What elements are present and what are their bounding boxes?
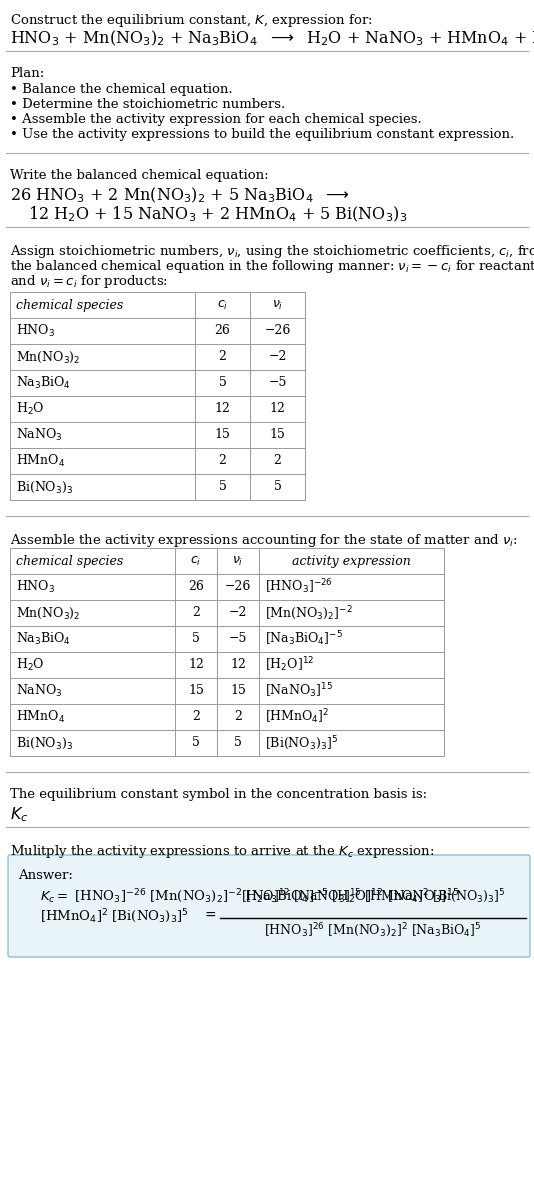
Text: 2: 2 bbox=[218, 455, 226, 468]
Text: Answer:: Answer: bbox=[18, 869, 73, 882]
Text: 26: 26 bbox=[188, 580, 204, 594]
Text: 5: 5 bbox=[218, 481, 226, 494]
Text: $c_i$: $c_i$ bbox=[217, 298, 228, 311]
Text: Plan:: Plan: bbox=[10, 66, 44, 80]
Text: 12: 12 bbox=[188, 659, 204, 672]
Text: 2: 2 bbox=[218, 350, 226, 363]
Text: Mulitply the activity expressions to arrive at the $K_c$ expression:: Mulitply the activity expressions to arr… bbox=[10, 843, 434, 861]
Text: [H$_2$O]$^{12}$: [H$_2$O]$^{12}$ bbox=[265, 655, 314, 674]
Text: [HMnO$_4$]$^{2}$ [Bi(NO$_3$)$_3$]$^{5}$: [HMnO$_4$]$^{2}$ [Bi(NO$_3$)$_3$]$^{5}$ bbox=[40, 907, 189, 925]
Text: 15: 15 bbox=[230, 685, 246, 698]
Text: H$_2$O: H$_2$O bbox=[16, 401, 44, 417]
Text: $=$: $=$ bbox=[202, 907, 217, 921]
Text: $K_c$: $K_c$ bbox=[10, 805, 28, 824]
Text: −26: −26 bbox=[225, 580, 251, 594]
Text: • Determine the stoichiometric numbers.: • Determine the stoichiometric numbers. bbox=[10, 99, 285, 112]
Text: HNO$_3$ + Mn(NO$_3$)$_2$ + Na$_3$BiO$_4$  $\longrightarrow$  H$_2$O + NaNO$_3$ +: HNO$_3$ + Mn(NO$_3$)$_2$ + Na$_3$BiO$_4$… bbox=[10, 28, 534, 49]
Text: • Assemble the activity expression for each chemical species.: • Assemble the activity expression for e… bbox=[10, 113, 422, 126]
Text: 26 HNO$_3$ + 2 Mn(NO$_3$)$_2$ + 5 Na$_3$BiO$_4$  $\longrightarrow$: 26 HNO$_3$ + 2 Mn(NO$_3$)$_2$ + 5 Na$_3$… bbox=[10, 186, 350, 205]
Text: HMnO$_4$: HMnO$_4$ bbox=[16, 709, 65, 725]
Text: Construct the equilibrium constant, $K$, expression for:: Construct the equilibrium constant, $K$,… bbox=[10, 12, 373, 28]
Text: −26: −26 bbox=[264, 324, 290, 337]
Text: chemical species: chemical species bbox=[16, 554, 123, 567]
Text: [H$_2$O]$^{12}$ [NaNO$_3$]$^{15}$ [HMnO$_4$]$^{2}$ [Bi(NO$_3$)$_3$]$^{5}$: [H$_2$O]$^{12}$ [NaNO$_3$]$^{15}$ [HMnO$… bbox=[241, 887, 505, 904]
Text: HNO$_3$: HNO$_3$ bbox=[16, 579, 55, 595]
Text: NaNO$_3$: NaNO$_3$ bbox=[16, 683, 62, 699]
Text: HNO$_3$: HNO$_3$ bbox=[16, 323, 55, 339]
Text: [HNO$_3$]$^{-26}$: [HNO$_3$]$^{-26}$ bbox=[265, 578, 333, 596]
Text: −5: −5 bbox=[229, 633, 247, 646]
Text: 26: 26 bbox=[215, 324, 231, 337]
Text: 15: 15 bbox=[215, 429, 231, 442]
Text: 2: 2 bbox=[273, 455, 281, 468]
Text: [NaNO$_3$]$^{15}$: [NaNO$_3$]$^{15}$ bbox=[265, 681, 333, 700]
Text: [Na$_3$BiO$_4$]$^{-5}$: [Na$_3$BiO$_4$]$^{-5}$ bbox=[265, 629, 343, 648]
Text: Assemble the activity expressions accounting for the state of matter and $\nu_i$: Assemble the activity expressions accoun… bbox=[10, 532, 518, 550]
Text: [Mn(NO$_3$)$_2$]$^{-2}$: [Mn(NO$_3$)$_2$]$^{-2}$ bbox=[265, 604, 352, 622]
Text: Bi(NO$_3$)$_3$: Bi(NO$_3$)$_3$ bbox=[16, 480, 73, 495]
Text: The equilibrium constant symbol in the concentration basis is:: The equilibrium constant symbol in the c… bbox=[10, 788, 427, 801]
Text: Na$_3$BiO$_4$: Na$_3$BiO$_4$ bbox=[16, 631, 71, 647]
Text: 2: 2 bbox=[234, 711, 242, 724]
Text: 5: 5 bbox=[234, 736, 242, 749]
Text: HMnO$_4$: HMnO$_4$ bbox=[16, 453, 65, 469]
Text: $\nu_i$: $\nu_i$ bbox=[232, 554, 244, 567]
Text: 2: 2 bbox=[192, 711, 200, 724]
Text: −2: −2 bbox=[268, 350, 287, 363]
Text: 12: 12 bbox=[215, 402, 231, 415]
Text: 15: 15 bbox=[270, 429, 286, 442]
Text: 12: 12 bbox=[230, 659, 246, 672]
Text: Write the balanced chemical equation:: Write the balanced chemical equation: bbox=[10, 169, 269, 182]
Text: • Use the activity expressions to build the equilibrium constant expression.: • Use the activity expressions to build … bbox=[10, 128, 514, 141]
Text: 5: 5 bbox=[273, 481, 281, 494]
Text: the balanced chemical equation in the following manner: $\nu_i = -c_i$ for react: the balanced chemical equation in the fo… bbox=[10, 258, 534, 275]
Text: Na$_3$BiO$_4$: Na$_3$BiO$_4$ bbox=[16, 375, 71, 391]
Text: H$_2$O: H$_2$O bbox=[16, 656, 44, 673]
Text: 5: 5 bbox=[218, 376, 226, 389]
Text: $c_i$: $c_i$ bbox=[190, 554, 202, 567]
Text: 5: 5 bbox=[192, 736, 200, 749]
Text: −5: −5 bbox=[268, 376, 287, 389]
Text: [HMnO$_4$]$^{2}$: [HMnO$_4$]$^{2}$ bbox=[265, 707, 329, 726]
Text: and $\nu_i = c_i$ for products:: and $\nu_i = c_i$ for products: bbox=[10, 273, 168, 290]
Text: [HNO$_3$]$^{26}$ [Mn(NO$_3$)$_2$]$^{2}$ [Na$_3$BiO$_4$]$^{5}$: [HNO$_3$]$^{26}$ [Mn(NO$_3$)$_2$]$^{2}$ … bbox=[264, 921, 482, 939]
Text: 12 H$_2$O + 15 NaNO$_3$ + 2 HMnO$_4$ + 5 Bi(NO$_3$)$_3$: 12 H$_2$O + 15 NaNO$_3$ + 2 HMnO$_4$ + 5… bbox=[28, 205, 407, 224]
Text: Mn(NO$_3$)$_2$: Mn(NO$_3$)$_2$ bbox=[16, 605, 81, 621]
Text: Assign stoichiometric numbers, $\nu_i$, using the stoichiometric coefficients, $: Assign stoichiometric numbers, $\nu_i$, … bbox=[10, 243, 534, 260]
FancyBboxPatch shape bbox=[8, 855, 530, 957]
Text: 5: 5 bbox=[192, 633, 200, 646]
Text: $K_c = $ [HNO$_3$]$^{-26}$ [Mn(NO$_3$)$_2$]$^{-2}$ [Na$_3$BiO$_4$]$^{-5}$ [H$_2$: $K_c = $ [HNO$_3$]$^{-26}$ [Mn(NO$_3$)$_… bbox=[40, 887, 459, 904]
Text: [Bi(NO$_3$)$_3$]$^{5}$: [Bi(NO$_3$)$_3$]$^{5}$ bbox=[265, 734, 338, 751]
Text: $\nu_i$: $\nu_i$ bbox=[272, 298, 283, 311]
Text: • Balance the chemical equation.: • Balance the chemical equation. bbox=[10, 83, 233, 96]
Text: chemical species: chemical species bbox=[16, 298, 123, 311]
Text: NaNO$_3$: NaNO$_3$ bbox=[16, 427, 62, 443]
Text: 15: 15 bbox=[188, 685, 204, 698]
Text: Mn(NO$_3$)$_2$: Mn(NO$_3$)$_2$ bbox=[16, 349, 81, 364]
Text: activity expression: activity expression bbox=[292, 554, 411, 567]
Text: Bi(NO$_3$)$_3$: Bi(NO$_3$)$_3$ bbox=[16, 736, 73, 750]
Text: −2: −2 bbox=[229, 607, 247, 620]
Text: 12: 12 bbox=[270, 402, 286, 415]
Text: 2: 2 bbox=[192, 607, 200, 620]
